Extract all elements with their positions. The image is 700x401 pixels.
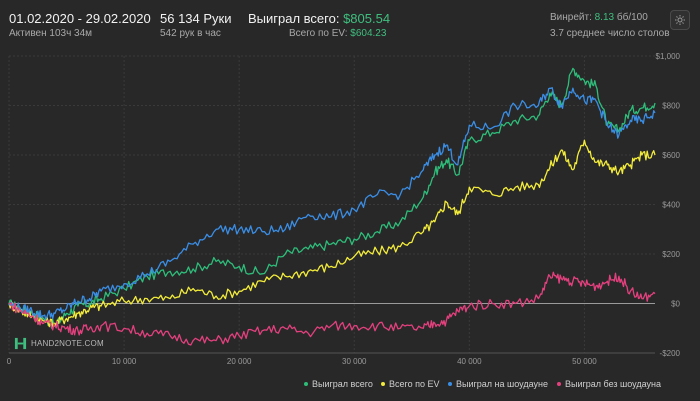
x-tick-label: 50 000 <box>572 357 597 366</box>
ev-total-label: Всего по EV: <box>289 28 351 39</box>
active-time: Активен 103ч 34м <box>9 28 93 39</box>
profit-chart: -$200 $0 $200 $400 $600 $800 $1,000 0 10 000 20 0… <box>7 52 681 366</box>
legend-item-won[interactable]: Выиграл всего <box>304 379 373 389</box>
y-tick-label: $1,000 <box>656 52 681 61</box>
hands-count: 56 134 Руки <box>160 11 232 26</box>
axis-labels: -$200 $0 $200 $400 $600 $800 $1,000 0 10 000 20 0… <box>7 52 681 366</box>
legend-label-showdown: Выиграл на шоудауне <box>456 379 548 389</box>
settings-button[interactable] <box>670 10 690 30</box>
legend-marker-ev <box>381 382 385 386</box>
winrate: Винрейт: 8.13 бб/100 <box>550 12 648 23</box>
won-total: Выиграл всего: $805.54 <box>248 11 390 26</box>
legend-marker-won <box>304 382 308 386</box>
x-tick-label: 20 000 <box>227 357 252 366</box>
winrate-label: Винрейт: <box>550 12 595 23</box>
y-tick-label: $600 <box>662 151 680 160</box>
legend-item-ev[interactable]: Всего по EV <box>381 379 439 389</box>
legend-label-won: Выиграл всего <box>312 379 373 389</box>
won-total-label: Выиграл всего: <box>248 11 344 26</box>
y-tick-label: $0 <box>671 300 680 309</box>
legend-item-non-showdown[interactable]: Выиграл без шоудауна <box>557 379 661 389</box>
average-tables: 3.7 среднее число столов <box>550 28 670 39</box>
logo-text: HAND2NOTE.COM <box>31 339 104 348</box>
winrate-unit: бб/100 <box>614 12 648 23</box>
x-tick-label: 30 000 <box>342 357 367 366</box>
legend-label-ev: Всего по EV <box>389 379 440 389</box>
won-total-value: $805.54 <box>343 11 391 26</box>
legend-item-showdown[interactable]: Выиграл на шоудауне <box>448 379 548 389</box>
y-tick-label: $200 <box>662 250 680 259</box>
legend-label-non-showdown: Выиграл без шоудауна <box>565 379 661 389</box>
gear-icon <box>675 15 685 25</box>
chart-legend: Выиграл всего Всего по EV Выиграл на шоу… <box>0 376 700 392</box>
legend-marker-showdown <box>448 382 452 386</box>
series-lines <box>8 67 656 346</box>
date-range: 01.02.2020 - 29.02.2020 <box>9 11 151 26</box>
winrate-value: 8.13 <box>594 12 615 23</box>
series-won <box>8 67 656 329</box>
y-tick-label: $400 <box>662 201 680 210</box>
series-showdown <box>8 87 656 320</box>
stats-header: 01.02.2020 - 29.02.2020 Активен 103ч 34м… <box>0 0 700 46</box>
x-tick-label: 40 000 <box>457 357 482 366</box>
hands-per-hour: 542 рук в час <box>160 28 221 39</box>
x-tick-label: 10 000 <box>112 357 137 366</box>
series-ev <box>8 139 656 329</box>
legend-marker-non-showdown <box>557 382 561 386</box>
hand2note-logo: HAND2NOTE.COM <box>14 337 104 350</box>
hand2note-logo-icon <box>14 337 27 350</box>
series-non-showdown <box>8 271 656 346</box>
y-tick-label: $800 <box>662 102 680 111</box>
x-tick-label: 0 <box>7 357 12 366</box>
ev-total-value: $604.23 <box>350 28 387 39</box>
ev-total: Всего по EV: $604.23 <box>289 28 386 39</box>
grid <box>8 55 655 354</box>
y-tick-label: -$200 <box>660 349 681 358</box>
